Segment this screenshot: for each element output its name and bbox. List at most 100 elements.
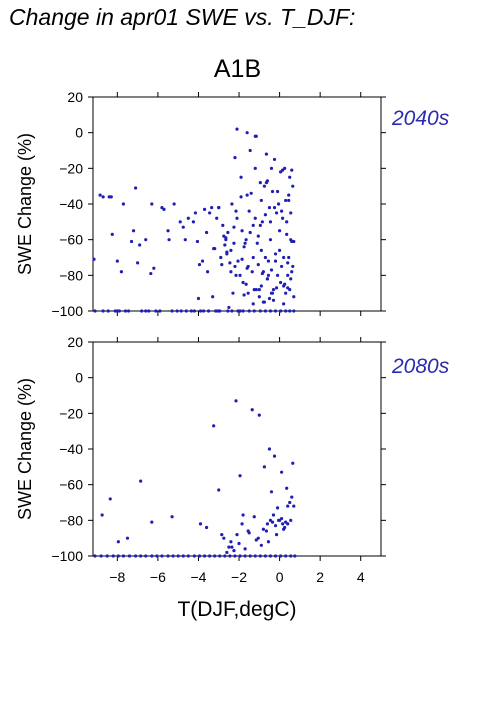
- data-point: [240, 522, 244, 526]
- data-point: [175, 309, 179, 313]
- data-point: [270, 520, 275, 524]
- data-point: [223, 554, 227, 558]
- data-point: [268, 238, 273, 242]
- data-point: [111, 554, 115, 558]
- data-point: [133, 186, 138, 190]
- data-point: [220, 533, 224, 537]
- data-point: [281, 168, 285, 172]
- data-point: [241, 309, 245, 313]
- data-point: [170, 309, 174, 313]
- data-point: [284, 309, 288, 313]
- y-tick-label: −80: [59, 267, 83, 283]
- data-point: [244, 238, 248, 242]
- data-point: [101, 195, 105, 199]
- data-point: [271, 298, 276, 302]
- data-point: [235, 533, 239, 537]
- data-point: [253, 554, 257, 558]
- data-point: [290, 168, 294, 172]
- data-point: [171, 554, 175, 558]
- data-point: [276, 518, 281, 522]
- data-point: [280, 470, 284, 474]
- data-point: [219, 255, 223, 260]
- data-point: [119, 270, 123, 274]
- data-point: [101, 309, 105, 313]
- data-point: [253, 216, 257, 220]
- data-point: [292, 295, 296, 299]
- data-point: [222, 536, 226, 540]
- data-point: [139, 479, 143, 483]
- data-point: [202, 207, 207, 211]
- data-point: [261, 527, 265, 531]
- data-point: [291, 461, 295, 465]
- y-tick-label: 20: [67, 334, 83, 350]
- data-point: [245, 131, 249, 135]
- data-point: [144, 554, 148, 558]
- data-point: [267, 205, 272, 210]
- data-point: [248, 554, 252, 558]
- data-point: [211, 295, 215, 299]
- data-point: [271, 288, 276, 292]
- data-point: [245, 193, 249, 197]
- data-point: [268, 220, 273, 224]
- data-point: [232, 549, 236, 553]
- data-point: [274, 286, 279, 290]
- data-point: [107, 195, 111, 199]
- data-point: [263, 554, 267, 558]
- data-point: [269, 268, 274, 272]
- data-point: [260, 271, 264, 276]
- data-point: [259, 198, 263, 203]
- data-point: [234, 399, 238, 403]
- y-tick-label: −100: [51, 303, 83, 319]
- data-point: [233, 156, 237, 160]
- data-point: [235, 127, 239, 131]
- data-point: [269, 490, 274, 494]
- data-point: [110, 232, 114, 236]
- data-point: [247, 209, 251, 213]
- panel-2-period-label: 2080s: [392, 355, 450, 378]
- data-point: [274, 211, 279, 215]
- data-point: [247, 309, 251, 313]
- data-point: [270, 189, 275, 194]
- data-point: [238, 554, 242, 558]
- data-point: [287, 198, 291, 203]
- data-point: [258, 181, 262, 185]
- data-point: [238, 309, 242, 313]
- data-point: [99, 554, 103, 558]
- data-point: [212, 246, 216, 251]
- data-point: [229, 540, 233, 544]
- data-point: [277, 229, 282, 233]
- data-point: [93, 554, 97, 558]
- data-point: [213, 554, 217, 558]
- data-point: [186, 216, 190, 220]
- data-point: [243, 241, 247, 245]
- data-point: [243, 554, 247, 558]
- data-point: [233, 264, 237, 269]
- data-point: [273, 252, 278, 256]
- data-point: [275, 273, 280, 277]
- data-point: [196, 296, 201, 301]
- data-point: [250, 408, 254, 412]
- data-point: [276, 202, 281, 206]
- page-title: Change in apr01 SWE vs. T_DJF:: [9, 4, 356, 30]
- data-point: [248, 148, 252, 153]
- data-point: [257, 413, 261, 417]
- data-point: [258, 554, 262, 558]
- data-point: [237, 541, 241, 546]
- data-point: [205, 270, 210, 274]
- data-point: [144, 238, 148, 242]
- data-point: [208, 211, 212, 215]
- data-point: [133, 554, 138, 558]
- data-point: [245, 266, 249, 270]
- data-point: [288, 288, 292, 292]
- data-point: [273, 309, 278, 313]
- data-point: [292, 309, 296, 313]
- data-point: [238, 273, 242, 277]
- data-point: [268, 554, 273, 558]
- data-point: [154, 309, 158, 313]
- data-point: [179, 309, 183, 313]
- data-point: [138, 243, 142, 247]
- panel-1-period-label: 2040s: [392, 107, 450, 130]
- data-point: [265, 522, 270, 526]
- data-point: [131, 229, 136, 233]
- data-point: [178, 220, 182, 224]
